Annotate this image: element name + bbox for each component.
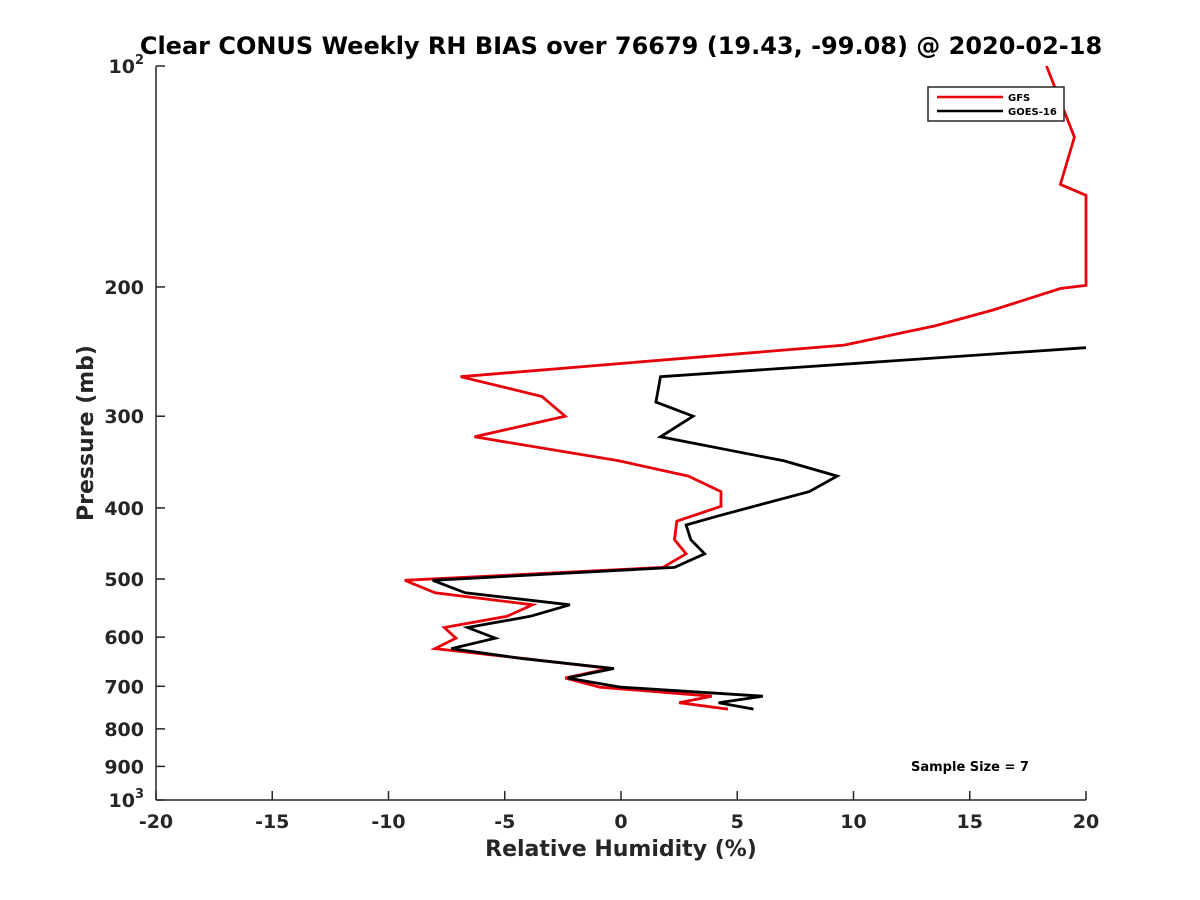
plot-area <box>404 65 1088 711</box>
x-tick-label: -10 <box>371 811 405 833</box>
x-tick-label: 10 <box>840 811 866 833</box>
y-tick-label: 300 <box>104 406 144 428</box>
legend-label-goes16: GOES-16 <box>1008 107 1057 118</box>
series-line-goes16 <box>432 346 1087 711</box>
x-tick-label: -15 <box>255 811 289 833</box>
y-tick-label: 103 <box>109 787 145 812</box>
y-tick-label: 600 <box>104 627 144 649</box>
x-tick-label: 20 <box>1073 811 1099 833</box>
x-tick-label: 15 <box>957 811 983 833</box>
y-tick-label: 900 <box>104 756 144 778</box>
y-tick-label: 200 <box>104 277 144 299</box>
x-tick-label: 5 <box>731 811 744 833</box>
legend-box <box>927 86 1065 122</box>
sample-size-annotation: Sample Size = 7 <box>911 760 1029 775</box>
y-tick-label: 400 <box>104 498 144 520</box>
y-ticks: 102 200 300 400 500 600 700 800 900 103 <box>104 53 165 812</box>
x-tick-label: -5 <box>494 811 515 833</box>
legend: GFS GOES-16 <box>927 86 1065 122</box>
x-tick-label: 0 <box>614 811 627 833</box>
x-tick-label: -20 <box>139 811 173 833</box>
x-ticks: -20 -15 -10 -5 0 5 10 15 20 <box>139 791 1099 833</box>
y-tick-label: 102 <box>109 53 145 78</box>
series-line-gfs <box>404 65 1088 711</box>
y-tick-label: 800 <box>104 719 144 741</box>
x-axis-label: Relative Humidity (%) <box>485 837 757 862</box>
y-axis-label: Pressure (mb) <box>74 345 99 521</box>
y-tick-label: 500 <box>104 569 144 591</box>
chart-title: Clear CONUS Weekly RH BIAS over 76679 (1… <box>140 32 1102 60</box>
legend-label-gfs: GFS <box>1008 93 1030 104</box>
y-tick-label: 700 <box>104 676 144 698</box>
